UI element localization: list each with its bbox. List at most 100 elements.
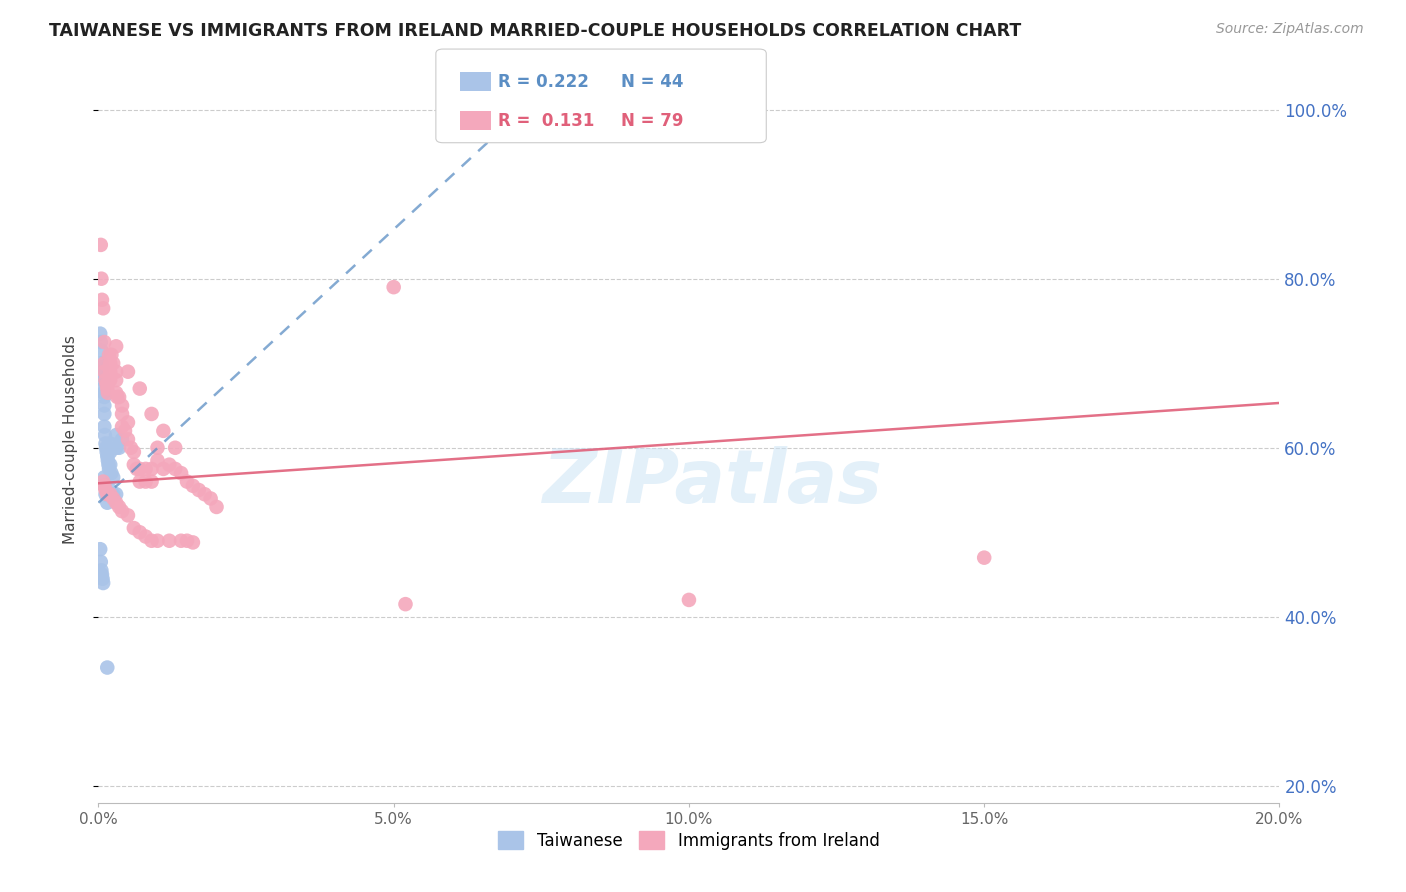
Point [194, 487, 217, 501]
Point [94, 436, 117, 450]
Point [678, 593, 700, 607]
Text: TAIWANESE VS IMMIGRANTS FROM IRELAND MARRIED-COUPLE HOUSEHOLDS CORRELATION CHART: TAIWANESE VS IMMIGRANTS FROM IRELAND MAR… [49, 22, 1022, 40]
Point [93, 385, 115, 400]
Point [141, 533, 163, 548]
Text: Source: ZipAtlas.com: Source: ZipAtlas.com [1216, 22, 1364, 37]
Point [146, 453, 169, 467]
Point [114, 424, 136, 438]
Point [111, 407, 134, 421]
Point [94, 428, 117, 442]
Point [125, 462, 148, 476]
Point [96, 449, 118, 463]
Point [146, 533, 169, 548]
Point [103, 470, 125, 484]
Point [96, 445, 118, 459]
Point [93, 470, 115, 484]
Point [105, 365, 128, 379]
Point [98, 445, 121, 459]
Point [170, 533, 193, 548]
Point [93, 407, 115, 421]
Point [93, 419, 115, 434]
Point [96, 487, 118, 501]
Point [90, 271, 112, 285]
Point [141, 407, 163, 421]
Point [98, 356, 121, 370]
Point [98, 462, 121, 476]
Point [141, 475, 163, 489]
Point [90, 555, 112, 569]
Point [91, 301, 114, 316]
Point [98, 373, 121, 387]
Point [205, 500, 228, 514]
Text: N = 79: N = 79 [621, 112, 683, 129]
Point [93, 399, 115, 413]
Point [394, 597, 416, 611]
Point [90, 343, 112, 358]
Point [91, 475, 114, 489]
Point [117, 416, 139, 430]
Point [146, 441, 169, 455]
Point [97, 385, 120, 400]
Point [90, 238, 112, 252]
Point [157, 458, 180, 472]
Point [108, 441, 131, 455]
Point [108, 390, 131, 404]
Point [90, 356, 112, 370]
Point [96, 660, 118, 674]
Point [97, 458, 120, 472]
Point [135, 475, 157, 489]
Point [96, 382, 118, 396]
Point [128, 475, 150, 489]
Point [141, 462, 163, 476]
Point [103, 491, 125, 506]
Point [122, 445, 145, 459]
Point [100, 466, 122, 480]
Point [122, 458, 145, 472]
Point [91, 567, 114, 582]
Point [152, 424, 174, 438]
Point [111, 419, 134, 434]
Point [97, 453, 120, 467]
Point [120, 441, 142, 455]
Point [89, 542, 111, 557]
Text: R =  0.131: R = 0.131 [498, 112, 595, 129]
Point [176, 475, 198, 489]
Y-axis label: Married-couple Households: Married-couple Households [63, 334, 77, 544]
Point [93, 356, 115, 370]
Point [105, 390, 128, 404]
Point [128, 525, 150, 540]
Point [157, 533, 180, 548]
Point [91, 373, 114, 387]
Point [973, 550, 995, 565]
Point [89, 326, 111, 341]
Point [105, 441, 128, 455]
Point [91, 368, 114, 383]
Point [105, 496, 128, 510]
Point [165, 441, 187, 455]
Point [98, 365, 121, 379]
Point [105, 385, 128, 400]
Point [93, 365, 115, 379]
Point [93, 335, 115, 350]
Point [93, 479, 115, 493]
Point [91, 293, 114, 307]
Point [94, 487, 117, 501]
Point [187, 483, 209, 497]
Text: N = 44: N = 44 [621, 72, 683, 90]
Point [96, 377, 118, 392]
Point [170, 466, 193, 480]
Point [176, 533, 198, 548]
Point [200, 491, 222, 506]
Point [98, 487, 121, 501]
Point [128, 382, 150, 396]
Legend: Taiwanese, Immigrants from Ireland: Taiwanese, Immigrants from Ireland [492, 825, 886, 856]
Point [103, 487, 125, 501]
Point [165, 462, 187, 476]
Point [96, 496, 118, 510]
Point [91, 572, 114, 586]
Point [108, 500, 131, 514]
Point [117, 365, 139, 379]
Point [135, 529, 157, 543]
Point [117, 508, 139, 523]
Point [91, 360, 114, 375]
